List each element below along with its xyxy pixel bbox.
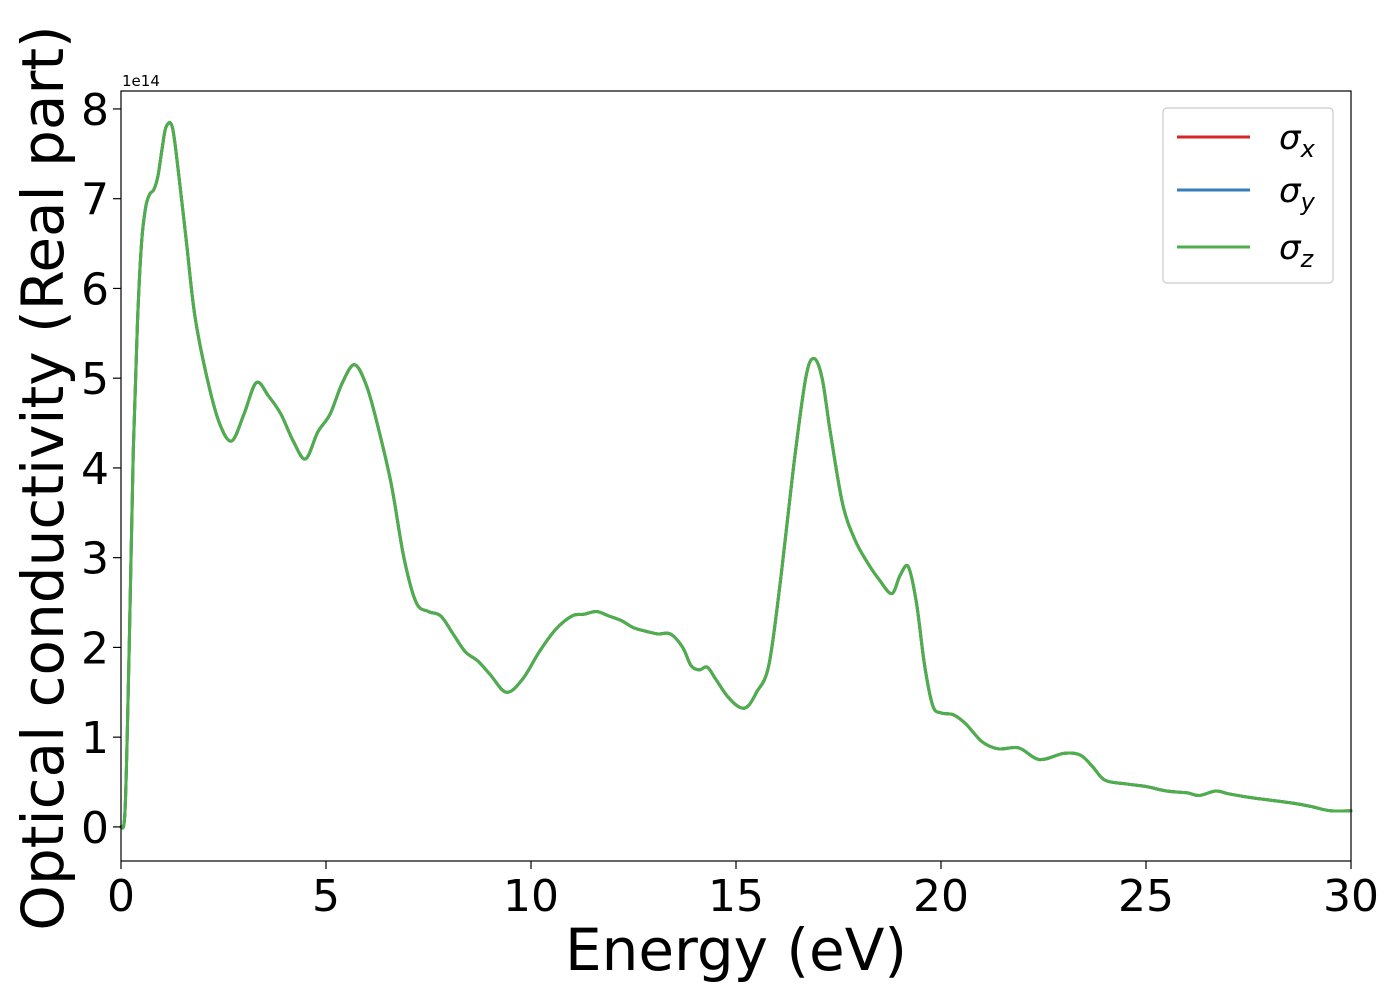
x-tick-label: 25 bbox=[1118, 871, 1174, 922]
x-axis-title: Energy (eV) bbox=[565, 916, 907, 984]
legend-subscript: y bbox=[1300, 188, 1316, 216]
y-offset-label: 1e14 bbox=[122, 72, 160, 90]
legend-symbol: σ bbox=[1279, 228, 1302, 268]
plot-area bbox=[119, 90, 1353, 862]
legend-label: σx bbox=[1279, 118, 1316, 163]
series-line-103-3 bbox=[119, 121, 1353, 830]
legend-symbol: σ bbox=[1279, 118, 1302, 158]
x-tick-label: 15 bbox=[708, 871, 764, 922]
legend-symbol: σ bbox=[1279, 171, 1302, 211]
legend-box bbox=[1162, 107, 1334, 284]
x-tick-label: 5 bbox=[312, 871, 340, 922]
y-tick-label: 2 bbox=[81, 623, 109, 674]
x-axis-ticks: 0 5 10 15 20 25 30 bbox=[107, 861, 1379, 922]
x-tick-label: 30 bbox=[1323, 871, 1379, 922]
y-tick-label: 1 bbox=[81, 713, 109, 764]
y-axis-ticks: 0 1 2 3 4 5 6 7 8 bbox=[81, 85, 121, 854]
legend-label: σy bbox=[1279, 171, 1316, 216]
y-tick-label: 8 bbox=[81, 85, 109, 136]
x-tick-label: 20 bbox=[913, 871, 969, 922]
legend-label: σz bbox=[1279, 228, 1315, 273]
y-tick-label: 6 bbox=[81, 264, 109, 315]
y-tick-label: 5 bbox=[81, 354, 109, 405]
x-tick-label: 10 bbox=[503, 871, 559, 922]
y-tick-label: 4 bbox=[81, 444, 109, 495]
legend-subscript: z bbox=[1300, 245, 1315, 273]
y-tick-label: 7 bbox=[81, 175, 109, 226]
legend-subscript: x bbox=[1300, 135, 1316, 163]
y-axis-title: Optical conductivity (Real part) bbox=[9, 25, 77, 930]
series-layer bbox=[119, 121, 1353, 830]
x-tick-label: 0 bbox=[107, 871, 135, 922]
y-tick-label: 3 bbox=[81, 534, 109, 585]
y-tick-label: 0 bbox=[81, 803, 109, 854]
